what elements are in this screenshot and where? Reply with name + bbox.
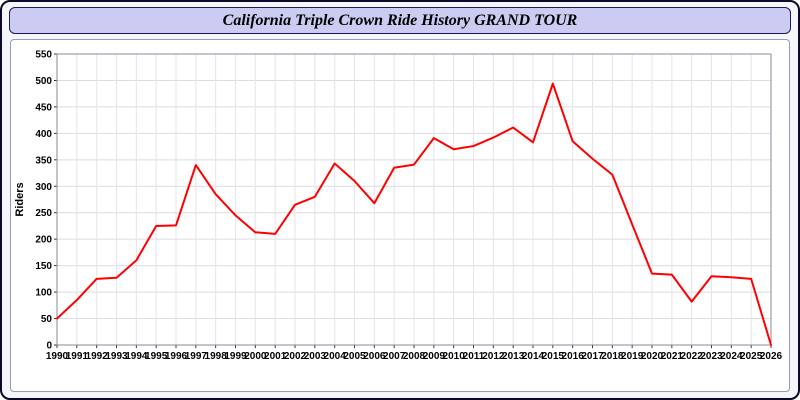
- page-title: California Triple Crown Ride History GRA…: [222, 11, 578, 29]
- x-tick-label: 2008: [403, 351, 426, 362]
- y-tick-label: 0: [46, 341, 52, 352]
- y-tick-label: 500: [35, 76, 52, 87]
- plot-border: [56, 53, 772, 346]
- x-tick-label: 1997: [185, 351, 208, 362]
- x-tick-label: 1996: [165, 351, 188, 362]
- y-tick-label: 150: [35, 261, 52, 272]
- x-tick-label: 2003: [304, 351, 327, 362]
- x-tick-label: 1995: [145, 351, 168, 362]
- x-tick-label: 2026: [760, 351, 783, 362]
- title-bar: California Triple Crown Ride History GRA…: [9, 7, 791, 34]
- x-tick-label: 1993: [105, 351, 128, 362]
- x-tick-label: 1990: [46, 351, 69, 362]
- x-tick-label: 2014: [522, 351, 545, 362]
- x-tick-label: 2016: [562, 351, 585, 362]
- x-tick-label: 2019: [621, 351, 644, 362]
- x-tick-label: 2015: [542, 351, 565, 362]
- x-tick-label: 2025: [740, 351, 763, 362]
- x-tick-label: 2001: [264, 351, 287, 362]
- ride-history-line-chart: 0501001502002503003504004505005501990199…: [14, 50, 783, 363]
- x-tick-label: 1991: [66, 351, 89, 362]
- x-tick-label: 2012: [482, 351, 505, 362]
- y-tick-label: 350: [35, 155, 52, 166]
- y-tick-label: 400: [35, 129, 52, 140]
- x-tick-label: 2005: [343, 351, 366, 362]
- x-tick-label: 2006: [363, 351, 386, 362]
- y-tick-label: 450: [35, 102, 52, 113]
- y-tick-label: 200: [35, 235, 52, 246]
- x-tick-label: 2021: [661, 351, 684, 362]
- x-tick-label: 2023: [700, 351, 723, 362]
- y-tick-label: 50: [41, 314, 53, 325]
- x-tick-label: 2007: [383, 351, 406, 362]
- x-tick-label: 2000: [244, 351, 267, 362]
- x-tick-label: 2004: [324, 351, 347, 362]
- x-tick-label: 2009: [423, 351, 446, 362]
- chart-panel: 0 50 100 150 200 250 300 350 400 450 500 550 1990 199…: [10, 39, 790, 392]
- riders-line: [56, 82, 772, 346]
- y-tick-label: 100: [35, 288, 52, 299]
- y-tick-label: 300: [35, 182, 52, 193]
- x-tick-label: 1994: [125, 351, 148, 362]
- x-tick-label: 1998: [205, 351, 228, 362]
- x-tick-label: 2010: [443, 351, 466, 362]
- x-tick-label: 2018: [601, 351, 624, 362]
- x-tick-label: 2020: [641, 351, 664, 362]
- x-tick-label: 1999: [224, 351, 247, 362]
- y-axis-label: Riders: [14, 182, 26, 216]
- y-tick-label: 550: [35, 50, 52, 61]
- x-tick-label: 2022: [681, 351, 704, 362]
- x-tick-label: 1992: [86, 351, 109, 362]
- y-tick-label: 250: [35, 208, 52, 219]
- x-tick-label: 2017: [581, 351, 604, 362]
- x-tick-label: 2024: [720, 351, 743, 362]
- x-tick-label: 2011: [463, 351, 485, 362]
- x-tick-label: 2013: [502, 351, 525, 362]
- x-tick-label: 2002: [284, 351, 307, 362]
